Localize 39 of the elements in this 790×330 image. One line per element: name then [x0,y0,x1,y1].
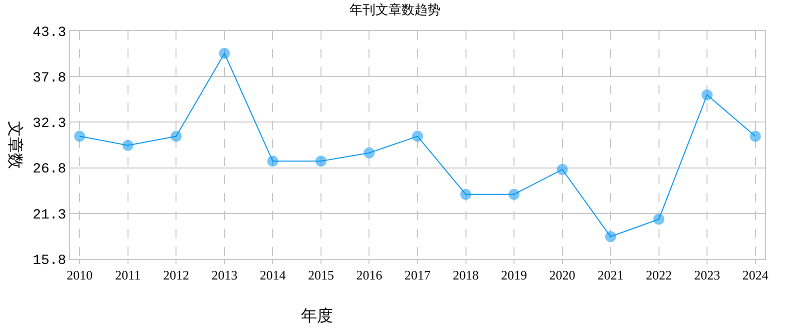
point [218,48,230,59]
x-tick-label: 2021 [598,268,624,283]
point [412,130,423,142]
point [364,147,375,158]
x-tick-label: 2017 [404,268,431,283]
point [267,156,278,167]
x-tick-label: 2023 [694,268,720,283]
point [508,188,520,200]
x-tick-label: 2019 [501,268,528,283]
x-tick-label: 2013 [211,268,238,283]
x-tick-label: 2018 [452,268,479,283]
y-tick-label: 32.3 [32,116,66,132]
x-tick-label: 2011 [115,268,141,283]
y-tick-label: 26.8 [32,162,66,178]
point [702,89,713,100]
y-tick-label: 37.8 [32,70,66,86]
chart-title: 年刊文章数趋势 [350,2,440,18]
point [750,130,761,142]
point [653,214,664,225]
y-tick-label: 21.3 [32,207,66,224]
x-tick-label: 2014 [260,268,286,283]
point [315,156,326,167]
x-tick-label: 2016 [356,268,383,283]
x-tick-label: 2020 [549,268,576,283]
x-tick-label: 2010 [66,268,93,283]
x-tick-label: 2015 [308,268,334,283]
y-axis-title: 文章数 [6,121,24,170]
x-tick-label: 2022 [646,268,672,283]
point [460,188,472,200]
y-tick-label: 43.3 [32,24,66,41]
point [605,231,616,242]
point [74,130,86,142]
point [556,164,568,175]
x-tick-label: 2024 [742,268,769,283]
x-axis-title: 年度 [301,307,333,325]
x-tick-label: 2012 [163,268,190,283]
y-tick-label: 15.8 [32,252,66,269]
point [170,130,182,142]
point [122,140,134,151]
